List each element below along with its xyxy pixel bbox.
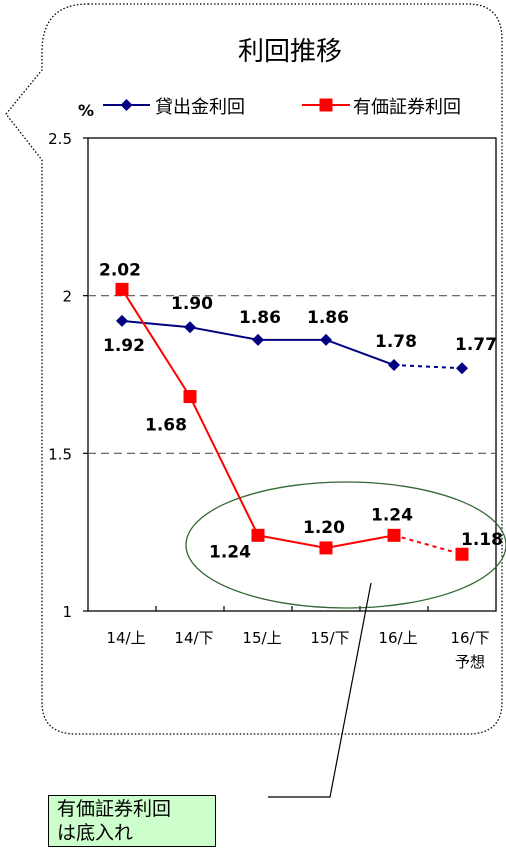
plot-area <box>87 137 497 612</box>
data-label: 1.78 <box>375 332 417 352</box>
data-label: 1.24 <box>371 505 413 525</box>
data-label: 1.77 <box>455 335 497 355</box>
series <box>115 282 469 561</box>
data-point-diamond <box>388 359 400 372</box>
bubble-outline <box>5 3 503 735</box>
data-label: 1.90 <box>171 294 213 314</box>
data-label: 1.20 <box>303 518 345 538</box>
data-point-square <box>387 528 401 542</box>
data-point-diamond <box>116 314 128 327</box>
data-label: 1.24 <box>209 542 251 562</box>
legend-label-lending: 貸出金利回 <box>155 97 245 118</box>
data-label: 2.02 <box>99 260 141 280</box>
data-point-diamond <box>252 333 264 346</box>
legend-label-securities: 有価証券利回 <box>353 97 461 118</box>
data-point-diamond <box>320 333 332 346</box>
x-tick-label: 16/下 <box>450 629 489 647</box>
data-label: 1.86 <box>239 308 281 328</box>
annotation-ellipse <box>185 481 506 609</box>
data-label: 1.18 <box>461 530 503 550</box>
data-point-diamond <box>456 362 468 375</box>
gridlines <box>88 295 496 454</box>
legend: 貸出金利回 有価証券利回 <box>103 97 461 118</box>
y-tick-label: 1.5 <box>48 445 72 463</box>
data-point-square <box>319 541 333 555</box>
data-label: 1.86 <box>307 308 349 328</box>
chart-title: 利回推移 <box>238 37 342 67</box>
x-tick-label: 14/下 <box>174 629 213 647</box>
y-unit-label: % <box>78 101 94 120</box>
data-point-square <box>115 282 129 296</box>
data-point-diamond <box>184 321 196 334</box>
data-point-square <box>183 390 197 404</box>
x-tick-label: 16/上 <box>378 629 417 647</box>
data-label: 1.68 <box>145 416 187 436</box>
legend-marker-securities <box>319 98 333 112</box>
y-tick-label: 2.5 <box>48 130 72 148</box>
series-forecast-line <box>393 534 463 556</box>
x-tick-label: 15/上 <box>242 629 281 647</box>
legend-marker-lending <box>120 99 133 111</box>
data-point-square <box>251 528 265 542</box>
x-tick-label: 予想 <box>455 653 485 671</box>
annotation-callout: 有価証券利回 は底入れ <box>48 795 216 847</box>
annotation-line-1: 有価証券利回 <box>57 798 172 820</box>
data-labels: 1.92 1.90 1.86 1.86 1.78 1.77 2.02 1.68 1.24 1.20… <box>99 260 503 562</box>
y-tick-label: 2 <box>62 288 72 306</box>
x-tick-label: 15/下 <box>310 629 349 647</box>
data-point-square <box>455 547 469 561</box>
annotation-leader-line <box>268 582 372 798</box>
x-axis: 14/上 14/下 15/上 15/下 16/上 16/下予想 <box>106 606 490 671</box>
data-label: 1.92 <box>103 336 145 356</box>
x-tick-label: 14/上 <box>106 629 145 647</box>
series-forecast-line <box>393 364 463 370</box>
annotation-line-2: は底入れ <box>57 822 134 844</box>
y-tick-label: 1 <box>62 603 72 621</box>
y-axis: 1 1.5 2 2.5 <box>48 130 88 621</box>
